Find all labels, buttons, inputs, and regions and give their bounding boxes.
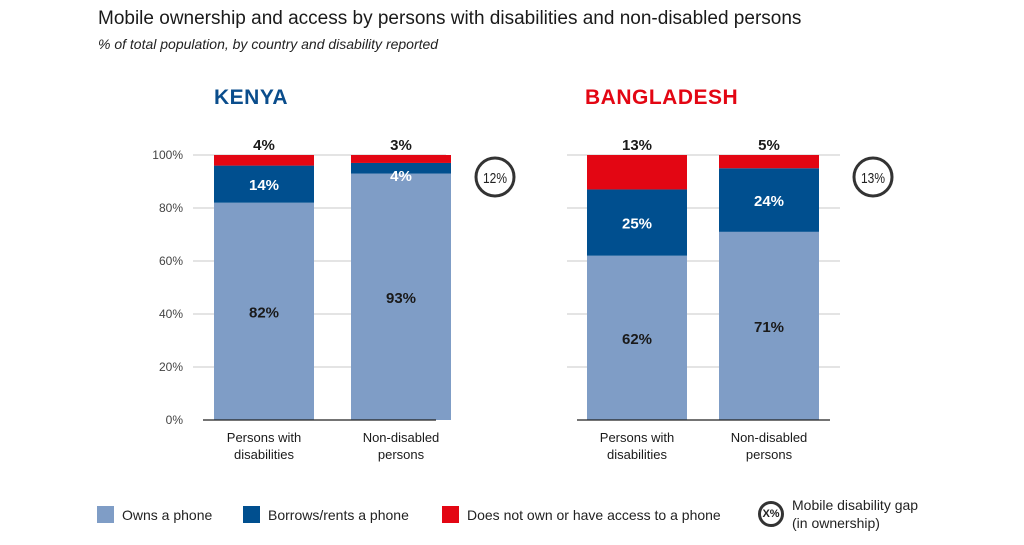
data-label: 4%: [390, 168, 412, 185]
gap-circle-icon: X%: [758, 501, 784, 527]
chart-subtitle: % of total population, by country and di…: [98, 36, 439, 52]
data-label: 62%: [622, 331, 652, 348]
bangladesh-title: BANGLADESH: [585, 86, 739, 109]
legend-swatch-owns: [97, 506, 114, 523]
x-tick-label: persons: [378, 447, 425, 462]
data-label: 71%: [754, 319, 784, 336]
data-label: 25%: [622, 216, 652, 233]
bar-segment: [351, 155, 451, 163]
bar-segment: [587, 189, 687, 256]
y-tick-label: 80%: [159, 201, 183, 215]
legend-swatch-no-access: [442, 506, 459, 523]
legend-label-no-access: Does not own or have access to a phone: [467, 506, 721, 523]
bar-segment: [587, 155, 687, 190]
x-tick-label: disabilities: [607, 447, 667, 462]
x-tick-label: persons: [746, 447, 793, 462]
legend-owns: Owns a phone: [97, 506, 212, 523]
y-tick-label: 40%: [159, 307, 183, 321]
gap-circle: [474, 156, 516, 198]
legend-swatch-borrows: [243, 506, 260, 523]
data-label: 93%: [386, 290, 416, 307]
data-label: 5%: [758, 137, 780, 154]
x-tick-label: Persons with: [600, 430, 674, 445]
kenya-title: KENYA: [214, 86, 289, 109]
bar-segment: [719, 231, 819, 420]
x-tick-label: disabilities: [234, 447, 294, 462]
data-label: 3%: [390, 137, 412, 154]
y-tick-label: 20%: [159, 360, 183, 374]
y-tick-label: 100%: [152, 148, 183, 162]
x-tick-label: Non-disabled: [363, 430, 440, 445]
bar-segment: [214, 155, 314, 166]
data-label: 14%: [249, 177, 279, 194]
gap-value: 12%: [483, 170, 507, 187]
data-label: 82%: [249, 304, 279, 321]
bar-segment: [214, 202, 314, 420]
bar-segment: [719, 155, 819, 169]
data-label: 24%: [754, 193, 784, 210]
y-tick-label: 0%: [166, 413, 184, 427]
legend-no-access: Does not own or have access to a phone: [442, 506, 721, 523]
gap-circle: [852, 156, 894, 198]
x-tick-label: Non-disabled: [731, 430, 808, 445]
legend: Owns a phone Borrows/rents a phone Does …: [0, 496, 1024, 538]
legend-borrows: Borrows/rents a phone: [243, 506, 409, 523]
legend-label-owns: Owns a phone: [122, 506, 213, 523]
legend-label-gap: Mobile disability gap (in ownership): [792, 497, 919, 531]
data-label: 13%: [622, 137, 652, 154]
bar-segment: [351, 173, 451, 420]
gap-value: 13%: [861, 170, 885, 187]
bar-segment: [214, 165, 314, 203]
legend-gap: X% Mobile disability gap (in ownership): [758, 496, 918, 532]
y-tick-label: 60%: [159, 254, 183, 268]
x-tick-label: Persons with: [227, 430, 301, 445]
legend-label-borrows: Borrows/rents a phone: [268, 506, 409, 523]
chart-title: Mobile ownership and access by persons w…: [98, 8, 802, 29]
bar-segment: [351, 162, 451, 174]
bar-segment: [719, 168, 819, 232]
data-label: 4%: [253, 137, 275, 154]
bar-segment: [587, 255, 687, 420]
